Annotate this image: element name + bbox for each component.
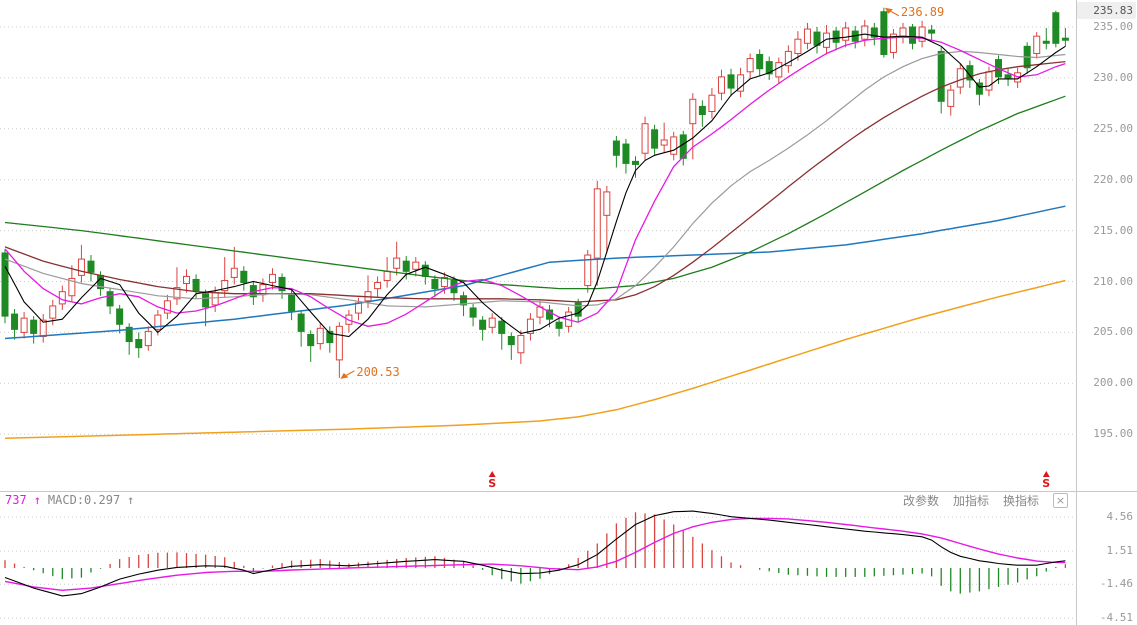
menu-item-switch-indicator[interactable]: 换指标 [1002, 493, 1039, 508]
ma-30-maroon [4, 60, 1066, 303]
price-tick-label: 215.00 [1093, 224, 1133, 237]
ma-20-gray [4, 50, 1066, 308]
last-price-label: 235.83 [1077, 2, 1136, 19]
indicator-up-arrow-icon: ↑ [33, 493, 41, 507]
macd-tick-label: 1.51 [1106, 544, 1134, 557]
candles-layer [1, 7, 1069, 378]
macd-value: MACD:0.297 [47, 493, 121, 507]
price-tick-label: 210.00 [1093, 275, 1133, 288]
macd-up-arrow-icon: ↑ [127, 493, 135, 507]
macd-panel-header: 737 ↑ MACD:0.297 ↑ 改参数 加指标 换指标 × [0, 491, 1076, 509]
high-price-annotation: 236.89 [900, 4, 945, 19]
dea-line [4, 517, 1066, 592]
macd-layer [4, 510, 1067, 597]
price-tick-label: 205.00 [1093, 325, 1133, 338]
price-tick-label: 235.00 [1093, 20, 1133, 33]
dividend-event-marker[interactable]: S [488, 471, 496, 490]
ma-60-green [4, 95, 1066, 290]
indicator-value: 737 [5, 493, 27, 507]
price-tick-label: 220.00 [1093, 173, 1133, 186]
price-axis: 235.83 235.00 230.00 225.00 220.00 215.00 210.… [1077, 0, 1137, 625]
price-tick-label: 200.00 [1093, 376, 1133, 389]
annotations-layer [340, 7, 900, 379]
indicator-menu: 改参数 加指标 换指标 × [903, 492, 1076, 509]
price-tick-label: 230.00 [1093, 71, 1133, 84]
macd-tick-label: -4.51 [1099, 611, 1133, 624]
svg-text:S: S [1042, 477, 1050, 490]
ma-fast-black [4, 33, 1066, 338]
ma-120-blue [4, 205, 1066, 340]
menu-item-add-indicator[interactable]: 加指标 [952, 493, 989, 508]
close-indicator-button[interactable]: × [1053, 492, 1068, 508]
macd-values-group: 737 ↑ MACD:0.297 ↑ [0, 493, 134, 507]
price-tick-label: 225.00 [1093, 122, 1133, 135]
low-price-annotation: 200.53 [356, 364, 400, 379]
dividend-event-marker[interactable]: S [1042, 471, 1050, 490]
menu-item-change-params[interactable]: 改参数 [902, 493, 939, 508]
dif-line [4, 510, 1066, 597]
ma-250-orange [4, 279, 1066, 440]
svg-text:S: S [488, 477, 496, 490]
ma-10-magenta [4, 36, 1066, 327]
macd-tick-label: 4.56 [1106, 510, 1134, 523]
macd-tick-label: -1.46 [1099, 577, 1133, 590]
ma-lines-layer [4, 33, 1066, 440]
price-tick-label: 195.00 [1093, 427, 1133, 440]
